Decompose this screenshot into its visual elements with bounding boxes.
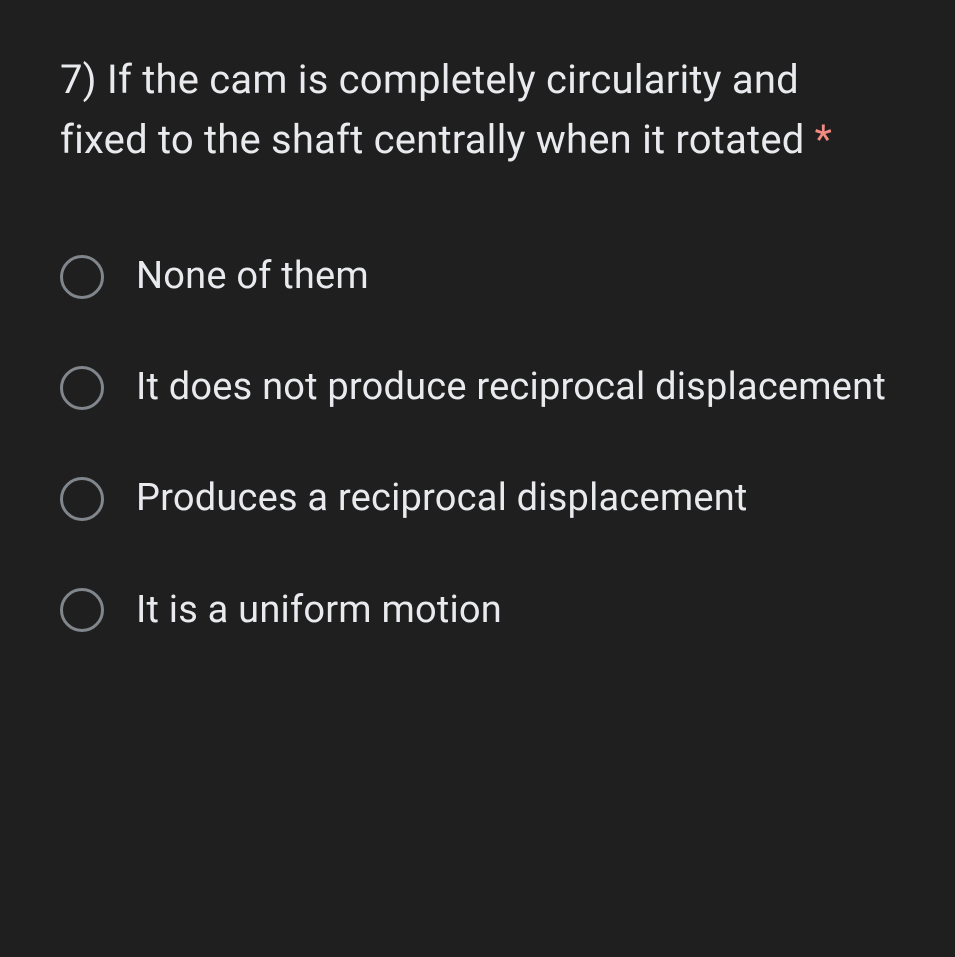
option-label: It does not produce reciprocal displacem… (136, 361, 886, 414)
radio-icon (60, 255, 104, 299)
question-text: 7) If the cam is completely circularity … (60, 50, 895, 170)
option-label: None of them (136, 250, 369, 303)
radio-option-2[interactable]: Produces a reciprocal displacement (60, 472, 895, 525)
radio-icon (60, 588, 104, 632)
radio-option-1[interactable]: It does not produce reciprocal displacem… (60, 361, 895, 414)
radio-option-3[interactable]: It is a uniform motion (60, 584, 895, 637)
options-container: None of them It does not produce recipro… (60, 250, 895, 637)
option-label: It is a uniform motion (136, 584, 502, 637)
question-label: 7) If the cam is completely circularity … (60, 56, 815, 163)
radio-icon (60, 366, 104, 410)
radio-icon (60, 477, 104, 521)
radio-option-0[interactable]: None of them (60, 250, 895, 303)
option-label: Produces a reciprocal displacement (136, 472, 748, 525)
required-asterisk: * (815, 116, 832, 163)
